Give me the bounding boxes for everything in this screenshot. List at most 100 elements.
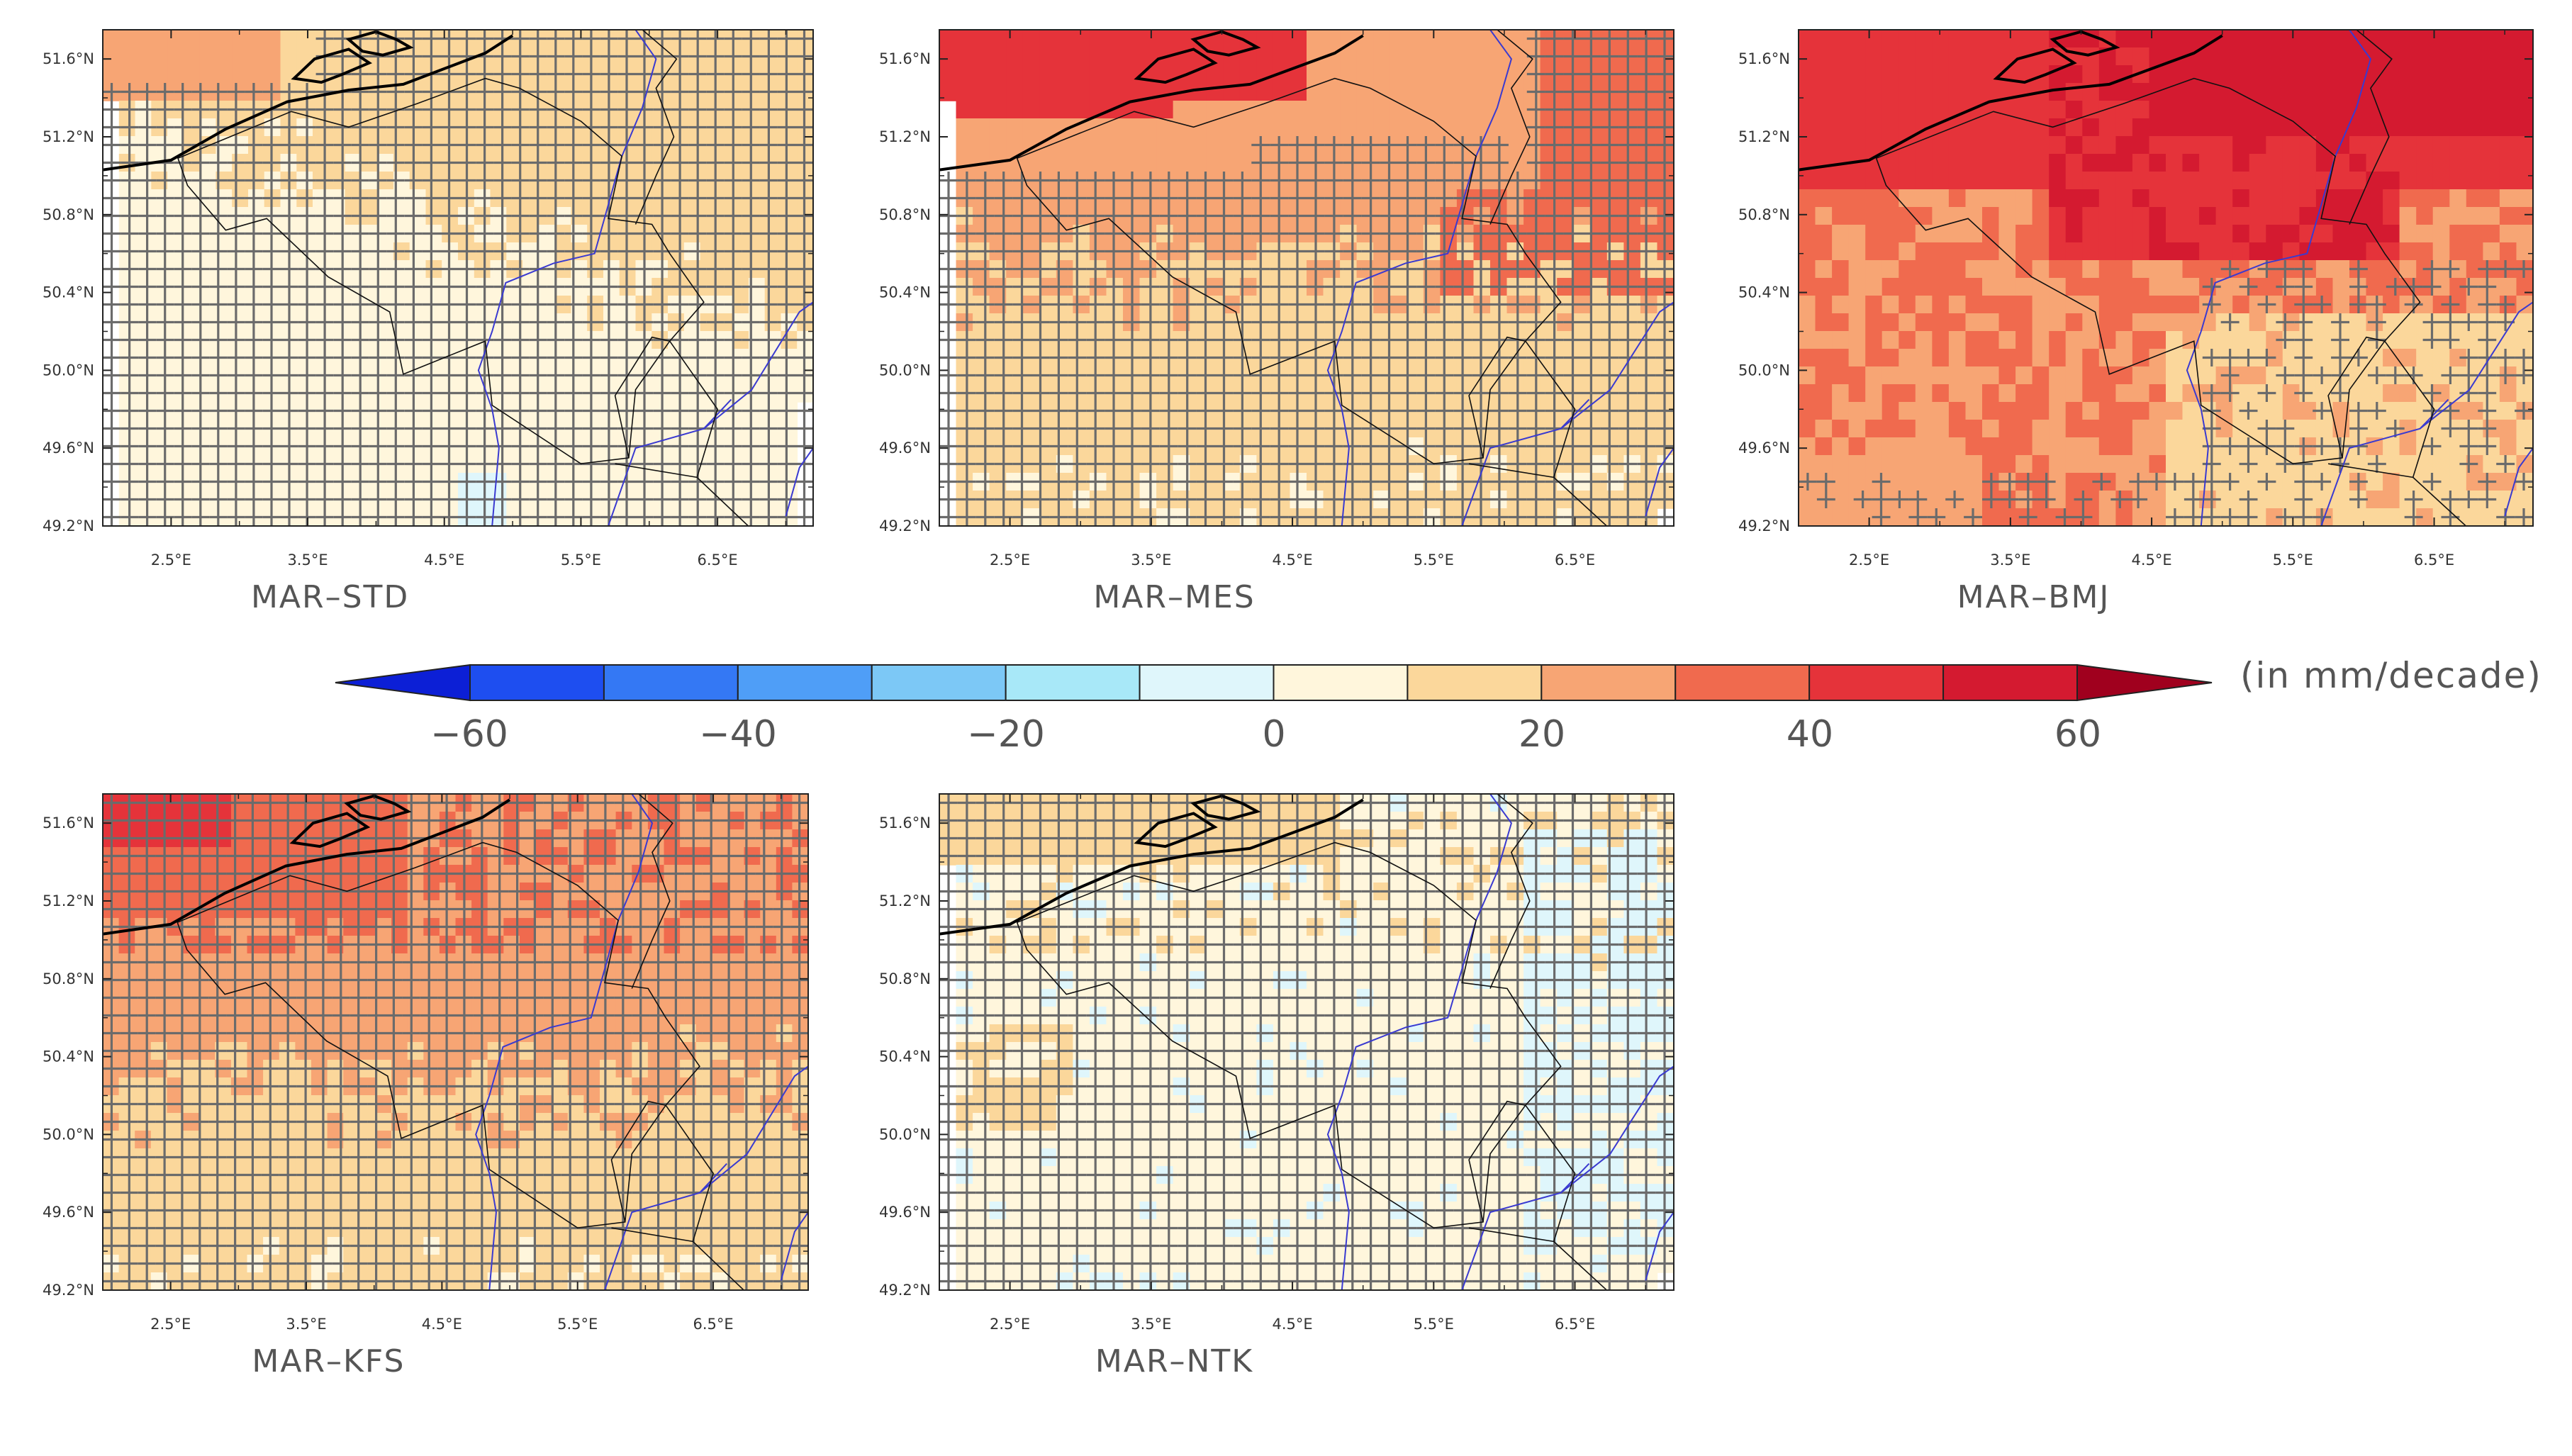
hatch-mark	[1251, 473, 1270, 491]
lat-tick-label: 50.0°N	[43, 362, 94, 379]
hatch-mark	[1178, 207, 1197, 225]
hatch-mark	[1398, 420, 1417, 437]
hatch-mark	[1508, 402, 1527, 420]
hatch-mark	[1618, 65, 1638, 83]
hatch-mark	[191, 508, 210, 526]
hatch-mark	[617, 172, 636, 189]
hatch-mark	[191, 349, 210, 366]
hatch-mark	[724, 349, 742, 366]
trend-cell	[2332, 83, 2350, 101]
netherlands-border	[634, 30, 678, 225]
trend-cell	[1832, 30, 1850, 48]
hatch-mark	[511, 313, 530, 331]
trend-cell	[2266, 30, 2283, 48]
hatch-mark	[688, 47, 707, 65]
hatch-mark	[1251, 366, 1270, 384]
hatch-mark	[1563, 260, 1582, 278]
trend-cell	[1173, 118, 1190, 137]
hatch-mark	[1600, 172, 1619, 189]
trend-cell	[1373, 47, 1391, 66]
trend-cell	[103, 30, 120, 48]
trend-cell	[2115, 83, 2133, 101]
hatch-mark	[298, 136, 316, 154]
trend-cell	[1390, 83, 1407, 101]
hatch-mark	[1490, 402, 1509, 420]
hatch-mark	[227, 331, 245, 349]
hatch-mark	[1416, 172, 1436, 189]
hatch-mark	[156, 260, 174, 278]
hatch-mark	[138, 384, 157, 402]
hatch-mark	[315, 172, 334, 189]
hatch-mark	[1141, 402, 1160, 420]
hatch-mark	[1196, 437, 1215, 455]
hatch-mark	[1618, 296, 1638, 313]
hatch-mark	[635, 101, 654, 118]
trend-cell	[1865, 172, 1883, 190]
hatch-mark	[351, 189, 369, 207]
hatch-mark	[1600, 296, 1619, 313]
hatch-mark	[262, 491, 281, 508]
hatch-mark	[1288, 437, 1307, 455]
hatch-mark	[1563, 47, 1582, 65]
hatch-mark	[386, 225, 405, 242]
hatch-mark	[994, 349, 1013, 366]
hatch-mark	[777, 455, 795, 473]
hatch-mark	[458, 260, 476, 278]
hatch-mark	[795, 402, 813, 420]
hatch-mark	[1049, 473, 1068, 491]
hatch-mark	[262, 313, 281, 331]
hatch-mark	[386, 349, 405, 366]
hatch-mark	[1159, 225, 1178, 242]
hatch-mark	[1307, 384, 1325, 402]
hatch-mark	[795, 508, 813, 526]
hatch-mark	[1398, 331, 1417, 349]
hatch-mark	[440, 47, 458, 65]
hatch-mark	[1508, 207, 1527, 225]
hatch-mark	[1361, 172, 1380, 189]
hatch-mark	[1563, 242, 1582, 260]
hatch-mark	[386, 384, 405, 402]
trend-cell	[1423, 30, 1441, 48]
trend-cell	[1206, 118, 1224, 137]
hatch-mark	[1123, 349, 1141, 366]
hatch-mark	[724, 189, 742, 207]
hatch-mark	[1600, 30, 1619, 47]
hatch-mark	[1141, 491, 1160, 508]
hatch-mark	[458, 207, 476, 225]
hatch-mark	[386, 260, 405, 278]
hatch-mark	[262, 154, 281, 172]
hatch-mark	[1123, 491, 1141, 508]
hatch-mark	[547, 473, 565, 491]
hatch-mark	[174, 101, 192, 118]
hatch-mark	[227, 455, 245, 473]
hatch-mark	[1270, 366, 1289, 384]
hatch-mark	[262, 136, 281, 154]
trend-cell	[264, 30, 281, 48]
hatch-mark	[1233, 172, 1252, 189]
trend-cell	[1799, 65, 1816, 84]
trend-cell	[1882, 154, 1899, 172]
hatch-mark	[994, 366, 1013, 384]
hatch-mark	[617, 30, 636, 47]
hatch-mark	[280, 83, 298, 101]
trend-cell	[1882, 30, 1899, 48]
hatch-mark	[635, 402, 654, 420]
hatch-mark	[1196, 491, 1215, 508]
hatch-mark	[351, 366, 369, 384]
hatch-mark	[1416, 331, 1436, 349]
trend-cell	[2082, 225, 2100, 243]
hatch-mark	[156, 296, 174, 313]
hatch-mark	[1380, 136, 1399, 154]
hatch-mark	[742, 508, 760, 526]
hatch-mark	[1049, 331, 1068, 349]
hatch-mark	[1233, 349, 1252, 366]
hatch-mark	[1582, 278, 1601, 296]
hatch-mark	[1288, 189, 1307, 207]
hatch-mark	[600, 455, 618, 473]
hatch-mark	[1600, 189, 1619, 207]
hatch-mark	[1655, 154, 1674, 172]
hatch-mark	[422, 349, 440, 366]
trend-cell	[1899, 30, 1916, 48]
trend-cell	[2115, 30, 2133, 48]
hatch-mark	[1526, 508, 1545, 526]
